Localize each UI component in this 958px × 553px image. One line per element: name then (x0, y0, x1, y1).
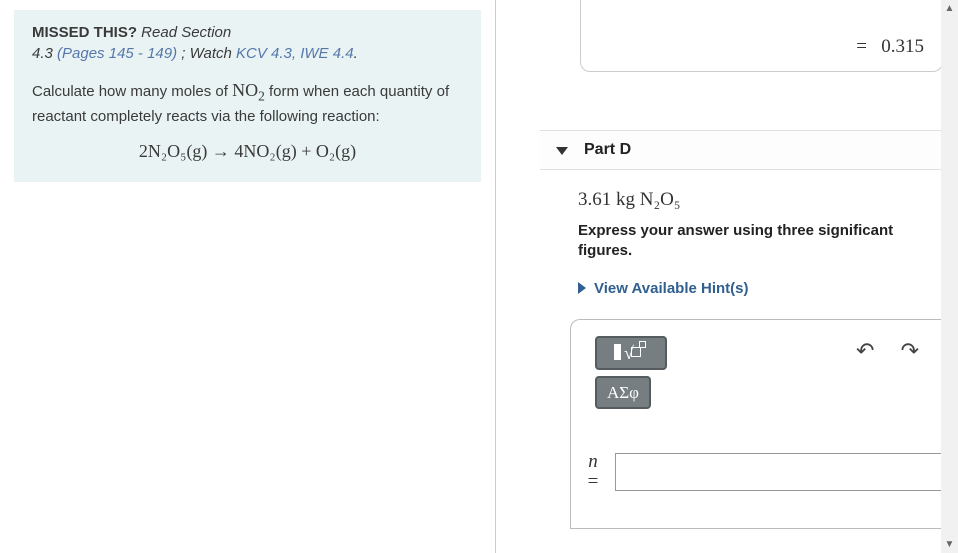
given-quantity: 3.61 kg N₂O₅ (578, 189, 943, 211)
watch-sep: ; Watch (177, 45, 236, 62)
caret-down-icon (556, 147, 568, 155)
view-hints[interactable]: View Available Hint(s) (578, 280, 943, 297)
template-button[interactable]: √ (595, 336, 667, 370)
read-section: Read Section (137, 24, 231, 41)
answer-input[interactable] (615, 453, 943, 491)
scrollbar[interactable]: ▲ ▼ (941, 0, 958, 553)
period: . (354, 45, 358, 62)
reaction-equation: 2N₂O₅(g) → 4NO₂(g) + O₂(g) (32, 141, 463, 162)
redo-icon[interactable]: ↷ (901, 338, 919, 364)
answer-area: √ ΑΣφ ↶ ↷ n= (570, 319, 943, 529)
watch-link[interactable]: KCV 4.3, IWE 4.4 (236, 45, 354, 62)
previous-answer-box: = 0.315 (580, 0, 943, 72)
missed-label: MISSED THIS? (32, 24, 137, 41)
problem-pane: MISSED THIS? Read Section 4.3 (Pages 145… (0, 0, 495, 553)
previous-answer-value: = 0.315 (856, 36, 924, 58)
scroll-down-icon[interactable]: ▼ (941, 536, 958, 553)
no2-formula: NO2 (232, 80, 265, 100)
part-title: Part D (584, 141, 631, 158)
part-header[interactable]: Part D (540, 130, 943, 170)
answer-instruction: Express your answer using three signific… (578, 221, 943, 262)
missed-this-line: MISSED THIS? Read Section 4.3 (Pages 145… (32, 22, 463, 64)
scroll-up-icon[interactable]: ▲ (941, 0, 958, 17)
scroll-track[interactable] (941, 17, 958, 536)
part-body: 3.61 kg N₂O₅ Express your answer using t… (564, 175, 943, 529)
answer-pane: Review | Constants | Periodic Table = 0.… (496, 0, 958, 553)
problem-box: MISSED THIS? Read Section 4.3 (Pages 145… (14, 10, 481, 182)
caret-right-icon (578, 282, 586, 294)
body-pre: Calculate how many moles of (32, 83, 232, 100)
problem-body: Calculate how many moles of NO2 form whe… (32, 78, 463, 127)
pages-link[interactable]: (Pages 145 - 149) (57, 45, 177, 62)
toolbar-row-2: ΑΣφ (595, 376, 935, 409)
section-ref: 4.3 (32, 45, 57, 62)
hints-label: View Available Hint(s) (594, 280, 749, 297)
undo-redo: ↶ ↷ (846, 338, 929, 364)
undo-icon[interactable]: ↶ (856, 338, 874, 364)
equation-variable: n= (581, 452, 605, 494)
greek-button[interactable]: ΑΣφ (595, 376, 651, 409)
equation-row: n= (581, 452, 943, 494)
